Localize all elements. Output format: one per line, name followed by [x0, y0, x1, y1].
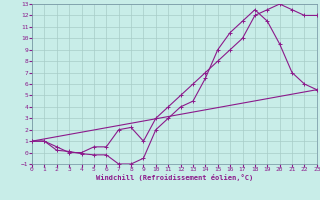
X-axis label: Windchill (Refroidissement éolien,°C): Windchill (Refroidissement éolien,°C): [96, 174, 253, 181]
